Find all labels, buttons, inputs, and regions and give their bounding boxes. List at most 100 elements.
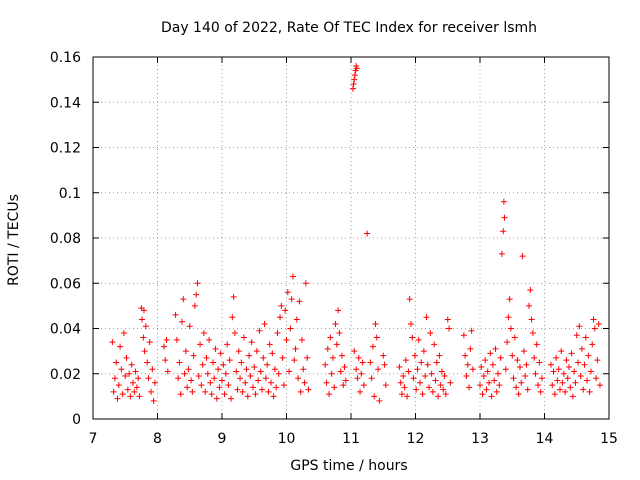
data-point bbox=[582, 334, 589, 341]
data-point bbox=[144, 359, 151, 366]
data-point bbox=[279, 354, 286, 361]
data-point bbox=[119, 391, 126, 398]
data-point bbox=[191, 302, 198, 309]
data-point bbox=[432, 377, 439, 384]
data-point bbox=[237, 375, 244, 382]
data-point bbox=[323, 379, 330, 386]
data-point bbox=[589, 341, 596, 348]
data-point bbox=[484, 368, 491, 375]
data-point bbox=[529, 330, 536, 337]
data-point bbox=[550, 368, 557, 375]
data-point bbox=[568, 350, 575, 357]
data-point bbox=[513, 384, 520, 391]
data-point bbox=[446, 325, 453, 332]
data-point bbox=[342, 377, 349, 384]
data-point bbox=[133, 384, 140, 391]
data-point bbox=[322, 361, 329, 368]
data-point bbox=[501, 214, 508, 221]
data-point bbox=[447, 379, 454, 386]
data-point bbox=[229, 314, 236, 321]
data-point bbox=[291, 357, 298, 364]
data-point bbox=[437, 382, 444, 389]
data-point bbox=[253, 348, 260, 355]
data-point bbox=[433, 359, 440, 366]
data-point bbox=[180, 296, 187, 303]
data-point bbox=[367, 359, 374, 366]
data-point bbox=[440, 386, 447, 393]
data-point bbox=[405, 368, 412, 375]
data-point bbox=[358, 370, 365, 377]
data-point bbox=[593, 375, 600, 382]
data-point bbox=[569, 393, 576, 400]
x-tick-label: 9 bbox=[218, 431, 227, 447]
data-point bbox=[353, 366, 360, 373]
data-point bbox=[351, 348, 358, 355]
data-point bbox=[195, 373, 202, 380]
data-point bbox=[417, 379, 424, 386]
data-point bbox=[110, 388, 117, 395]
data-point bbox=[558, 348, 565, 355]
data-point bbox=[188, 377, 195, 384]
data-point bbox=[280, 382, 287, 389]
data-point bbox=[114, 395, 121, 402]
data-point bbox=[488, 393, 495, 400]
data-point bbox=[298, 336, 305, 343]
data-point bbox=[514, 357, 521, 364]
data-point bbox=[507, 325, 514, 332]
data-point bbox=[538, 375, 545, 382]
data-point bbox=[424, 361, 431, 368]
data-point bbox=[382, 382, 389, 389]
data-point bbox=[587, 368, 594, 375]
data-point bbox=[295, 375, 302, 382]
data-point bbox=[418, 359, 425, 366]
data-point bbox=[523, 361, 530, 368]
data-point bbox=[504, 339, 511, 346]
data-point bbox=[533, 341, 540, 348]
data-point bbox=[284, 289, 291, 296]
data-point bbox=[270, 393, 277, 400]
data-point bbox=[288, 296, 295, 303]
data-point bbox=[336, 330, 343, 337]
data-point bbox=[572, 379, 579, 386]
data-point bbox=[375, 366, 382, 373]
y-tick-label: 0.06 bbox=[50, 276, 81, 292]
data-point bbox=[252, 391, 259, 398]
y-tick-label: 0.16 bbox=[50, 50, 81, 66]
data-point bbox=[146, 339, 153, 346]
data-point bbox=[289, 273, 296, 280]
y-tick-label: 0.14 bbox=[50, 95, 81, 111]
data-point bbox=[331, 384, 338, 391]
data-point bbox=[407, 320, 414, 327]
y-tick-label: 0.08 bbox=[50, 231, 81, 247]
data-point bbox=[441, 373, 448, 380]
data-point bbox=[562, 388, 569, 395]
data-point bbox=[551, 391, 558, 398]
data-point bbox=[177, 391, 184, 398]
data-point bbox=[220, 361, 227, 368]
data-point bbox=[380, 352, 387, 359]
data-point bbox=[162, 357, 169, 364]
data-point bbox=[238, 359, 245, 366]
data-point bbox=[515, 391, 522, 398]
data-point bbox=[304, 354, 311, 361]
data-point bbox=[222, 370, 229, 377]
data-point bbox=[509, 352, 516, 359]
data-point bbox=[246, 352, 253, 359]
y-tick-label: 0.1 bbox=[59, 186, 81, 202]
data-point bbox=[518, 379, 525, 386]
data-point bbox=[197, 341, 204, 348]
data-point bbox=[126, 370, 133, 377]
data-point bbox=[350, 81, 357, 88]
data-point bbox=[532, 370, 539, 377]
data-point bbox=[251, 363, 258, 370]
data-point bbox=[216, 384, 223, 391]
data-point bbox=[256, 327, 263, 334]
data-point bbox=[145, 375, 152, 382]
x-tick-label: 14 bbox=[536, 431, 554, 447]
x-tick-label: 10 bbox=[278, 431, 296, 447]
data-point bbox=[268, 379, 275, 386]
data-point bbox=[213, 395, 220, 402]
data-point bbox=[258, 386, 265, 393]
data-point bbox=[224, 341, 231, 348]
data-point bbox=[496, 382, 503, 389]
